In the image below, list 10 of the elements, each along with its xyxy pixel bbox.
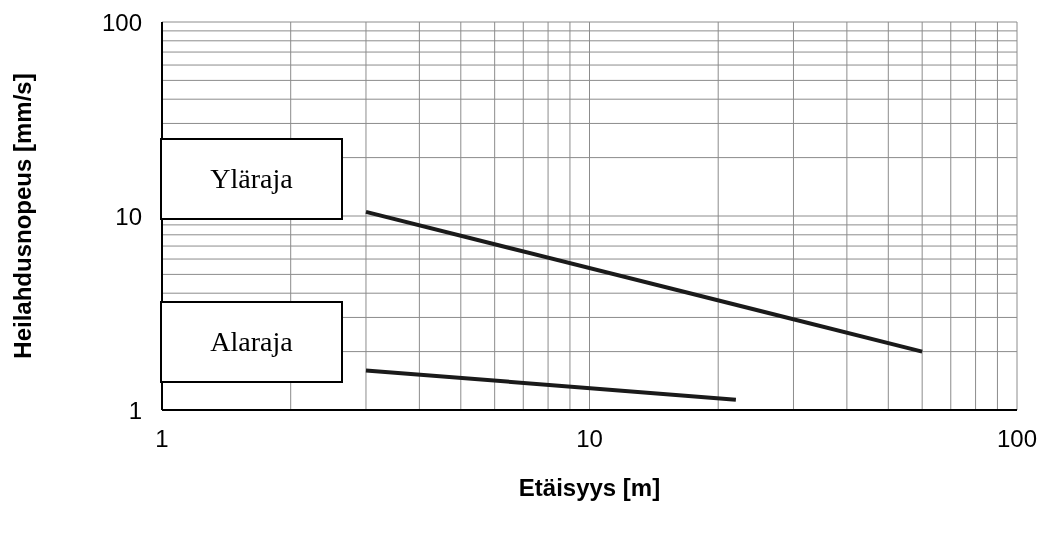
x-tick-label: 10: [576, 425, 603, 453]
label-box: Alaraja: [160, 301, 343, 384]
y-axis-title: Heilahdusnopeus [mm/s]: [8, 73, 36, 359]
x-axis-title: Etäisyys [m]: [518, 474, 661, 501]
label-box: Yläraja: [160, 138, 343, 221]
x-tick-label: 1: [155, 425, 169, 453]
y-tick-label: 100: [101, 8, 142, 36]
x-tick-label: 100: [996, 425, 1038, 453]
y-tick-label: 1: [128, 396, 142, 424]
y-tick-label: 10: [115, 202, 142, 230]
